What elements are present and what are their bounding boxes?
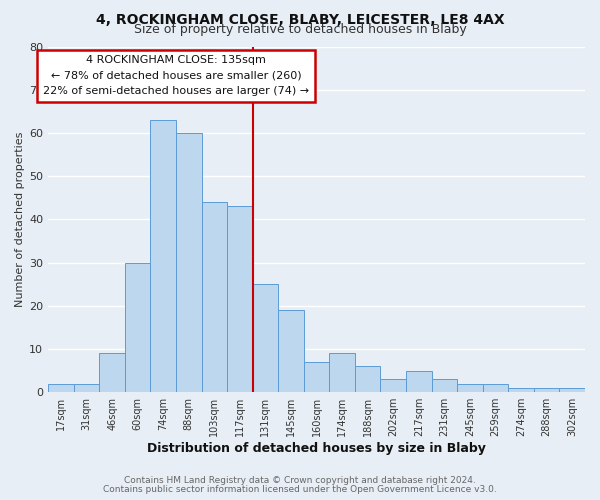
Bar: [329, 354, 355, 392]
Bar: [151, 120, 176, 392]
Bar: [74, 384, 99, 392]
Y-axis label: Number of detached properties: Number of detached properties: [15, 132, 25, 307]
Bar: [457, 384, 483, 392]
Bar: [202, 202, 227, 392]
X-axis label: Distribution of detached houses by size in Blaby: Distribution of detached houses by size …: [147, 442, 486, 455]
Text: Size of property relative to detached houses in Blaby: Size of property relative to detached ho…: [134, 22, 466, 36]
Bar: [125, 262, 151, 392]
Bar: [355, 366, 380, 392]
Bar: [304, 362, 329, 392]
Bar: [99, 354, 125, 392]
Bar: [534, 388, 559, 392]
Bar: [176, 133, 202, 392]
Text: 4 ROCKINGHAM CLOSE: 135sqm
← 78% of detached houses are smaller (260)
22% of sem: 4 ROCKINGHAM CLOSE: 135sqm ← 78% of deta…: [43, 55, 309, 96]
Bar: [483, 384, 508, 392]
Text: 4, ROCKINGHAM CLOSE, BLABY, LEICESTER, LE8 4AX: 4, ROCKINGHAM CLOSE, BLABY, LEICESTER, L…: [95, 12, 505, 26]
Bar: [278, 310, 304, 392]
Bar: [406, 370, 431, 392]
Bar: [431, 379, 457, 392]
Bar: [48, 384, 74, 392]
Bar: [253, 284, 278, 392]
Bar: [559, 388, 585, 392]
Text: Contains public sector information licensed under the Open Government Licence v3: Contains public sector information licen…: [103, 484, 497, 494]
Bar: [508, 388, 534, 392]
Bar: [227, 206, 253, 392]
Bar: [380, 379, 406, 392]
Text: Contains HM Land Registry data © Crown copyright and database right 2024.: Contains HM Land Registry data © Crown c…: [124, 476, 476, 485]
